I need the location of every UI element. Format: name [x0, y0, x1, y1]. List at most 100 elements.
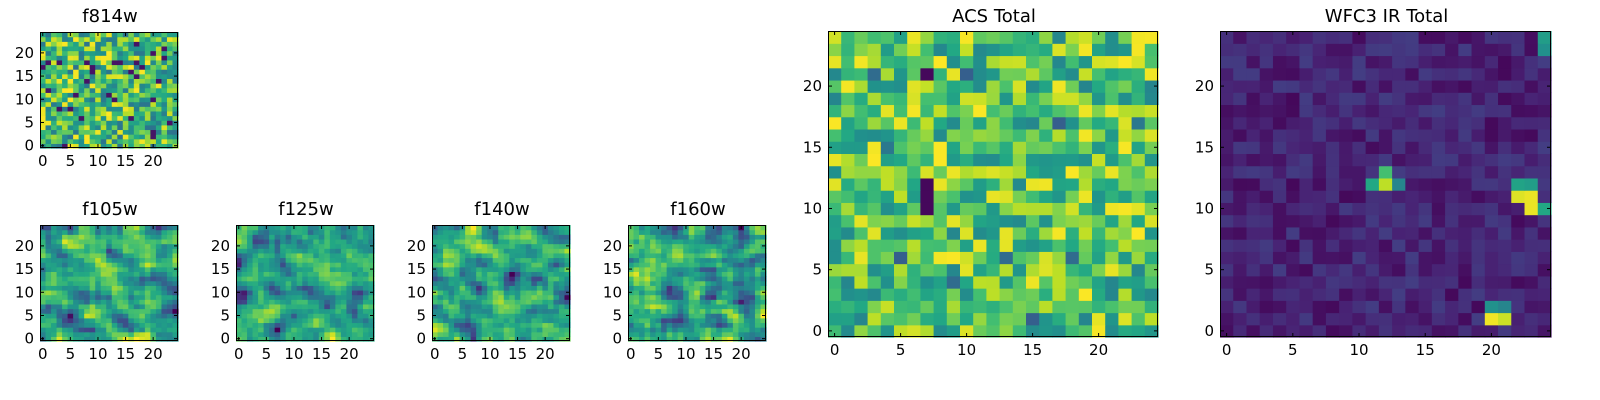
heatmap-cell [498, 303, 505, 310]
heatmap-cell [89, 336, 96, 342]
heatmap-cell [133, 134, 140, 140]
heatmap-cell [296, 257, 303, 263]
heatmap-cell [329, 248, 336, 254]
heatmap-cell [1339, 67, 1353, 81]
heatmap-cell [73, 101, 80, 107]
heatmap-cell [688, 238, 695, 245]
heatmap-cell [841, 43, 855, 57]
heatmap-cell [89, 262, 96, 268]
heatmap-cell [274, 229, 281, 235]
heatmap-cell [346, 299, 353, 305]
heatmap-cell [661, 299, 668, 305]
heatmap-cell [56, 327, 63, 333]
heatmap-cell [677, 266, 684, 272]
heatmap-cell [78, 331, 85, 337]
heatmap-cell [721, 336, 728, 342]
heatmap-cell [56, 229, 63, 235]
heatmap-cell [880, 275, 895, 289]
panel-f125w: f125w 0 5 10 15 20 0 5 10 15 20 [211, 199, 376, 389]
heatmap-cell [1233, 263, 1248, 277]
heatmap-cell [117, 248, 124, 254]
heatmap-cell [854, 214, 869, 228]
heatmap-cell [1272, 300, 1287, 314]
heatmap-cell [269, 248, 276, 254]
heatmap-cell [106, 257, 113, 263]
heatmap-cell [854, 190, 869, 203]
heatmap-cell [40, 101, 47, 107]
heatmap-cell [661, 266, 668, 272]
heatmap-cell [307, 276, 314, 282]
heatmap-cell [285, 313, 292, 319]
heatmap-cell [133, 59, 140, 66]
heatmap-cell [1511, 202, 1526, 216]
heatmap-cell [1325, 275, 1340, 289]
heatmap-cell [1105, 92, 1119, 106]
heatmap-cell [1220, 300, 1234, 314]
heatmap-cell [1445, 43, 1459, 57]
heatmap-cell [999, 79, 1014, 93]
heatmap-cell [128, 73, 135, 79]
heatmap-cell [1246, 43, 1261, 57]
heatmap-cell [1299, 251, 1314, 265]
heatmap-cell [51, 92, 58, 98]
heatmap-cell [155, 271, 163, 277]
heatmap-cell [986, 177, 1001, 191]
heatmap-cell [760, 257, 767, 263]
heatmap-cell [1092, 288, 1106, 301]
heatmap-cell [51, 229, 58, 235]
heatmap-cell [263, 322, 270, 328]
heatmap-cell [503, 299, 510, 305]
heatmap-cell [139, 252, 146, 259]
heatmap-cell [139, 124, 146, 131]
heatmap-cell [1131, 128, 1146, 142]
heatmap-cell [558, 238, 566, 245]
heatmap-cell [280, 252, 287, 259]
heatmap-cell [252, 271, 259, 277]
heatmap-cell [1378, 92, 1393, 106]
heatmap-cell [564, 280, 571, 286]
heatmap-cell [45, 124, 52, 131]
heatmap-cell [1092, 104, 1106, 118]
heatmap-cell [241, 262, 248, 268]
heatmap-cell [285, 289, 292, 296]
heatmap-cell [1144, 324, 1159, 338]
heatmap-cell [106, 124, 113, 131]
heatmap-cell [111, 87, 118, 93]
heatmap-cell [1352, 165, 1367, 179]
heatmap-cell [525, 313, 532, 319]
heatmap-cell [1272, 116, 1287, 130]
heatmap-cell [854, 202, 869, 216]
heatmap-cell [1065, 202, 1080, 216]
heatmap-cell [62, 327, 69, 333]
heatmap-cell [492, 276, 499, 282]
heatmap-cell [907, 141, 921, 154]
heatmap-cell [1365, 31, 1380, 44]
heatmap-cell [1052, 312, 1067, 326]
heatmap-cell [749, 234, 756, 240]
heatmap-cell [894, 177, 908, 191]
heatmap-cell [324, 266, 331, 272]
heatmap-cell [854, 31, 869, 44]
plot-frame [432, 225, 570, 341]
heatmap-cell [503, 322, 510, 328]
heatmap-cell [111, 120, 118, 126]
heatmap-cell [633, 248, 640, 254]
heatmap-cell [122, 285, 129, 291]
heatmap-cell [564, 271, 571, 277]
heatmap-cell [999, 300, 1014, 314]
heatmap-cell [1299, 275, 1314, 289]
heatmap-cell [1144, 67, 1159, 81]
heatmap-cell [732, 327, 739, 333]
panel-f140w: f140w 0 5 10 15 20 0 5 10 15 20 [407, 199, 572, 389]
heatmap-cell [291, 276, 298, 282]
heatmap-cell [51, 262, 58, 268]
heatmap-cell [150, 243, 157, 249]
heatmap-cell [144, 64, 151, 70]
heatmap-cell [514, 303, 521, 310]
heatmap-cell [542, 322, 549, 328]
heatmap-cell [854, 239, 869, 252]
heatmap-cell [247, 243, 254, 249]
heatmap-cell [318, 271, 325, 277]
heatmap-cell [760, 303, 767, 310]
heatmap-cell [1445, 288, 1459, 301]
